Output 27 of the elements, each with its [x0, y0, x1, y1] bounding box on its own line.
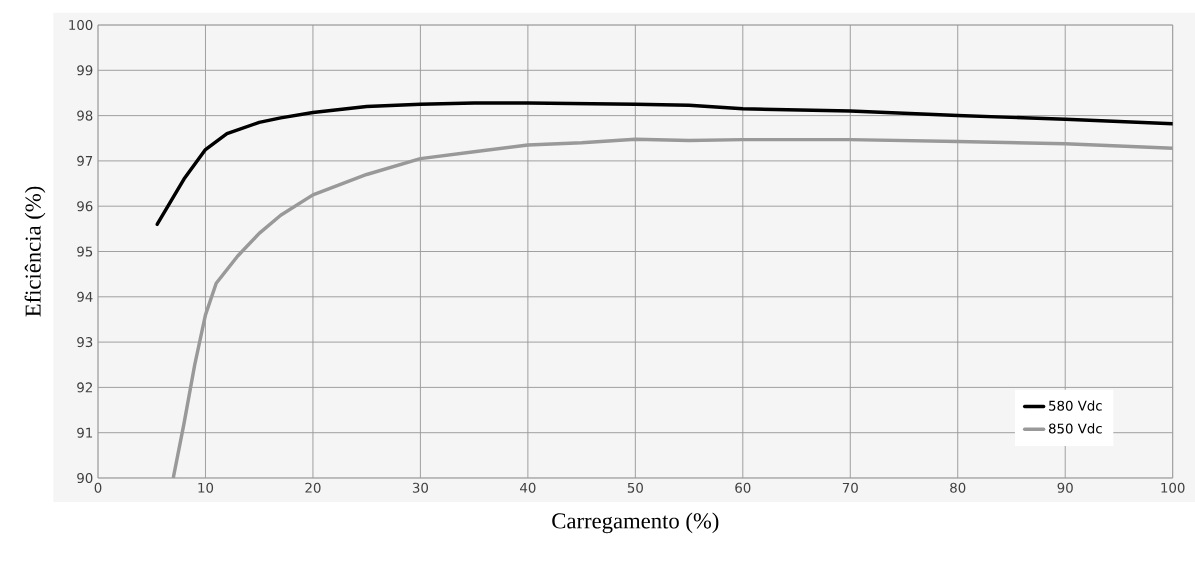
y-tick-label: 91 — [77, 427, 93, 438]
x-tick-label: 50 — [627, 482, 643, 493]
x-tick-label: 70 — [842, 482, 858, 493]
x-tick-label: 30 — [412, 482, 429, 493]
x-tick-label: 0 — [94, 482, 102, 493]
x-tick-label: 60 — [735, 482, 751, 493]
x-tick-label: 90 — [1057, 482, 1073, 493]
y-tick-label: 95 — [77, 246, 93, 257]
y-axis-title: Eficiência (%) — [24, 186, 46, 317]
x-tick-label: 20 — [305, 482, 321, 493]
y-tick-label: 98 — [77, 110, 93, 121]
x-axis-title: Carregamento (%) — [552, 512, 719, 534]
line-series — [155, 101, 1173, 227]
legend-label: 580 Vdc — [1049, 400, 1102, 411]
y-tick-label: 94 — [77, 291, 93, 302]
x-tick-label: 100 — [1161, 482, 1185, 493]
y-tick-label: 100 — [69, 19, 93, 31]
y-tick-label: 93 — [77, 337, 93, 348]
y-tick-label: 99 — [77, 65, 93, 76]
y-tick-label: 90 — [77, 472, 93, 484]
x-tick-label: 40 — [520, 482, 536, 493]
y-tick-label: 92 — [77, 382, 92, 393]
x-tick-label: 80 — [950, 482, 966, 493]
y-tick-label: 96 — [77, 201, 93, 212]
legend-label: 850 Vdc — [1048, 423, 1102, 434]
y-tick-label: 97 — [77, 155, 93, 166]
x-tick-label: 10 — [198, 482, 214, 493]
